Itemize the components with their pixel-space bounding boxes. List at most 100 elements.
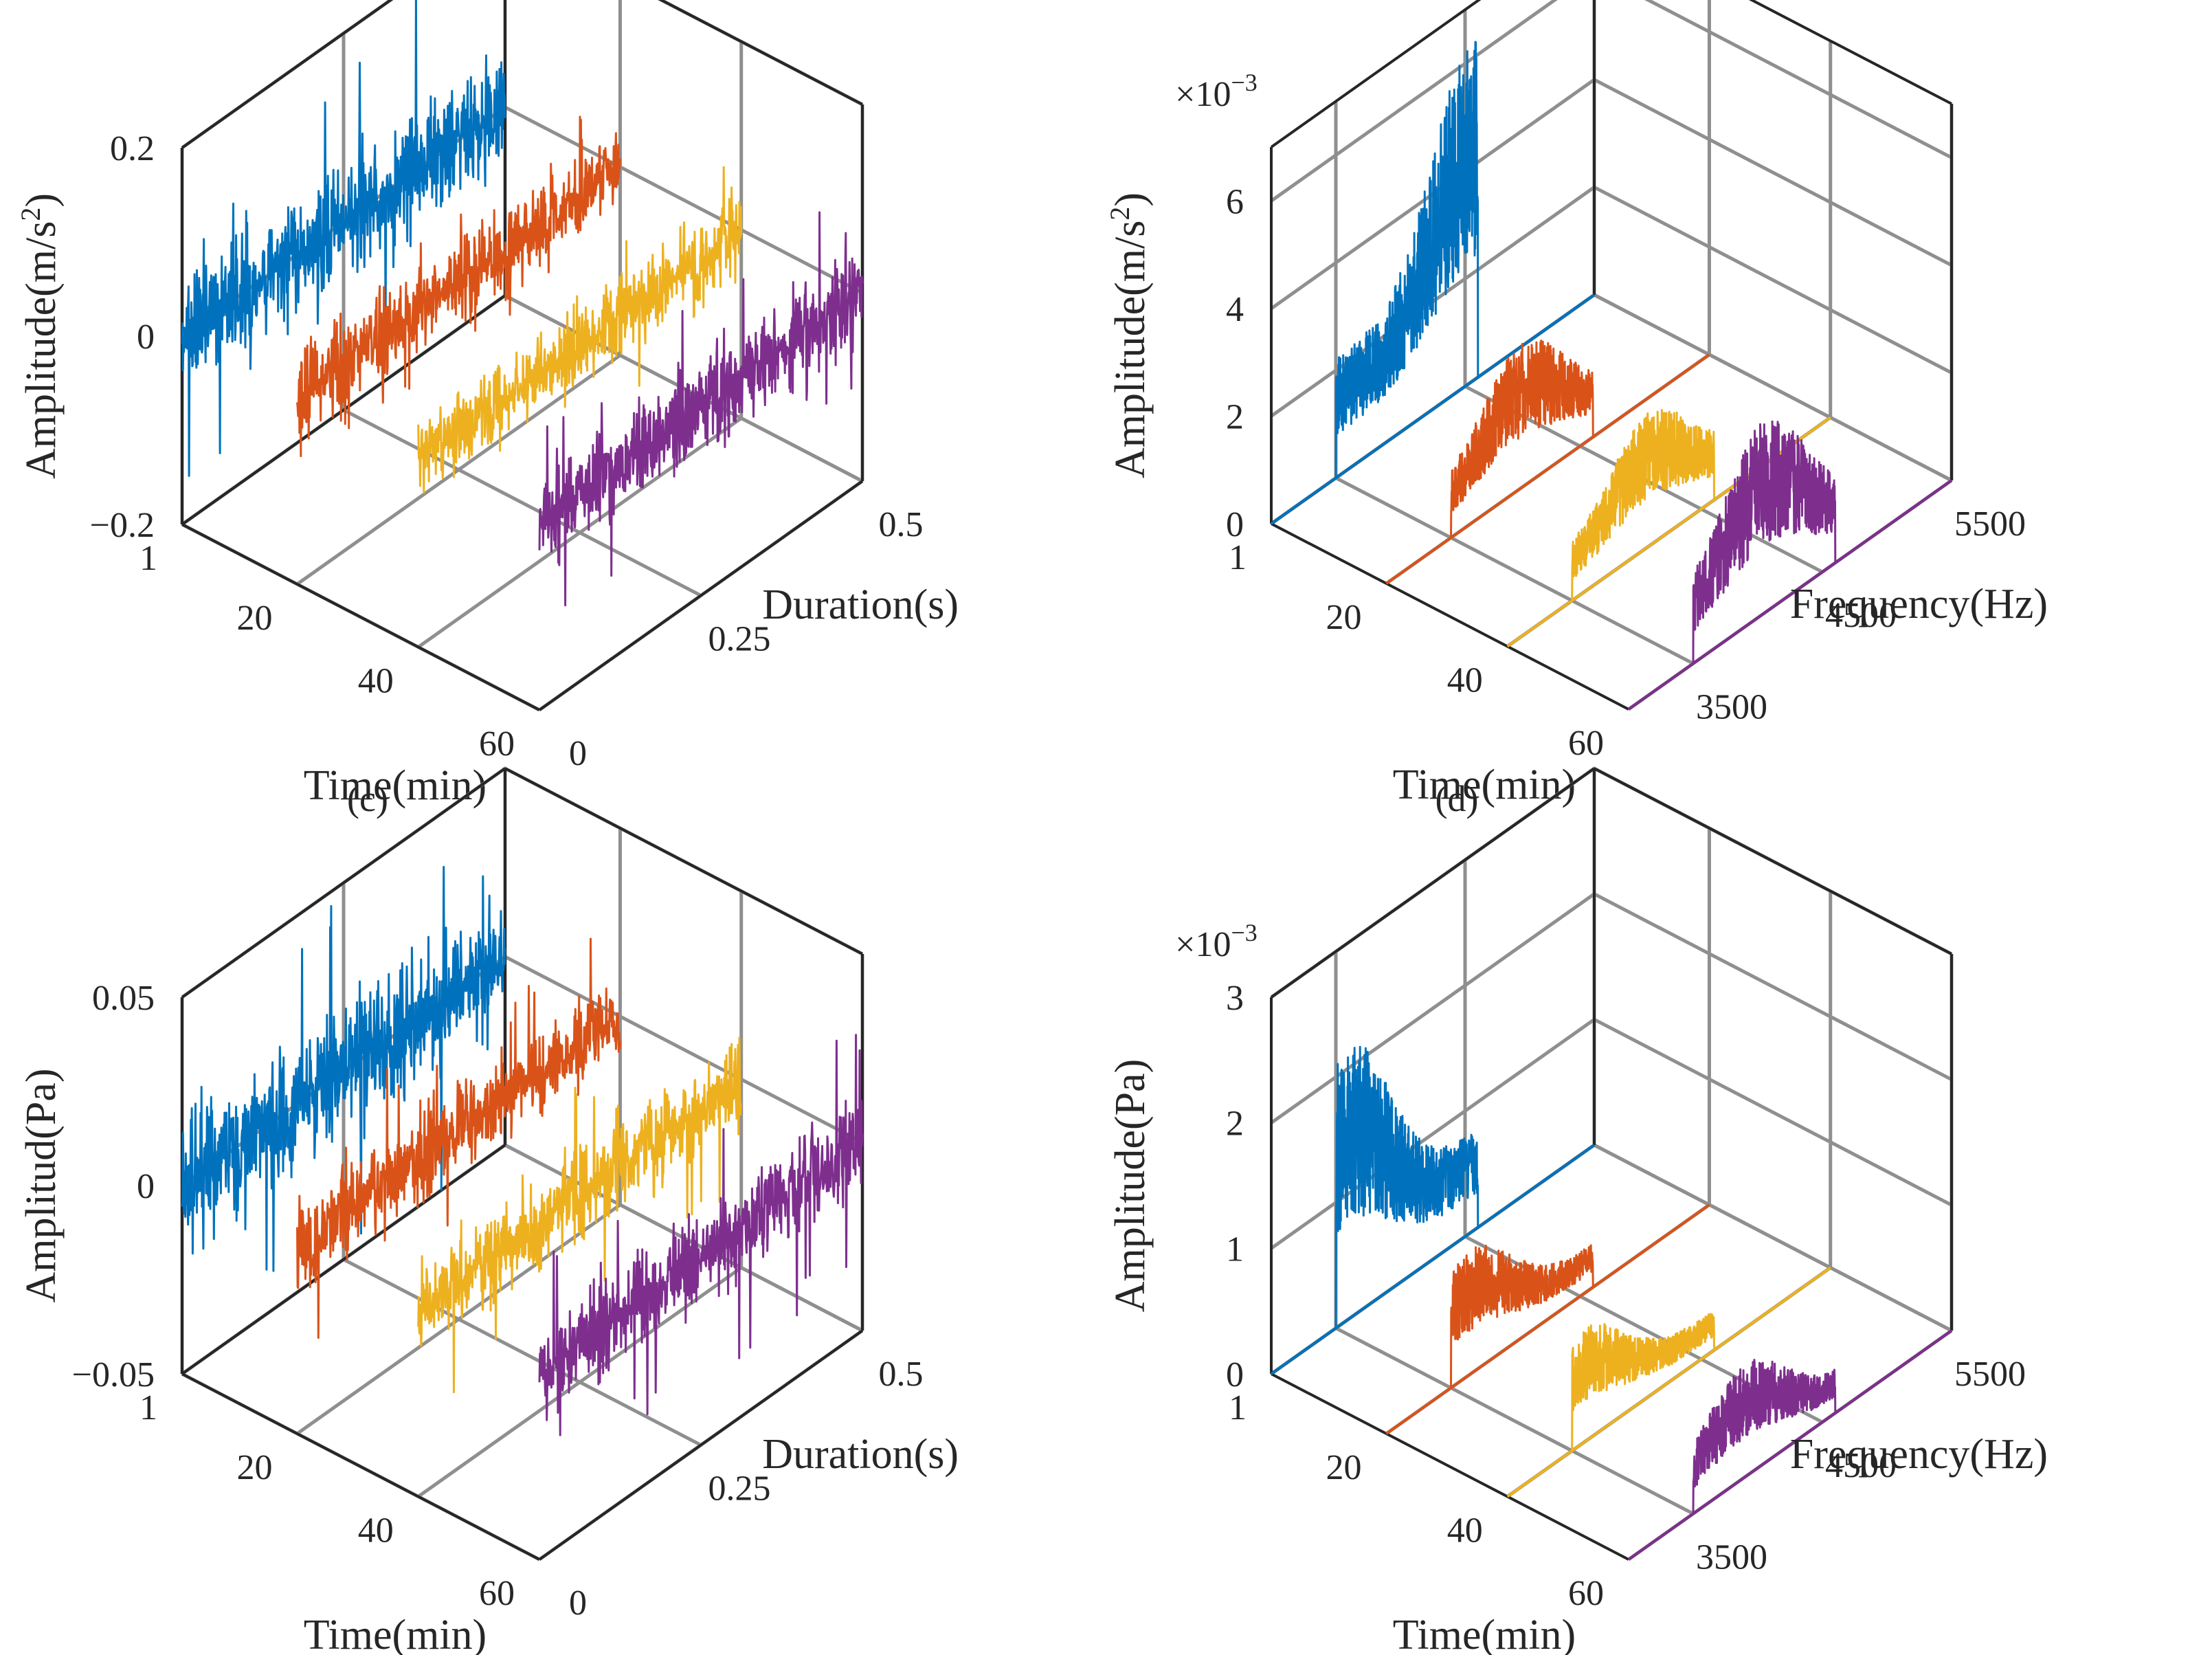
tick-labels: −0.2 0 0.2 1 20 40 60 0 0.25 0.5 [90, 129, 924, 773]
grid-z-level [1270, 0, 1953, 203]
grid-floor-x [342, 408, 702, 597]
grid-floor-x [342, 1258, 702, 1447]
time-tick-label: 20 [236, 599, 272, 638]
z-axis-label-main: Amplitude(Pa) [1107, 1059, 1154, 1313]
z-axis-label-superscript: 2 [1104, 207, 1135, 221]
z-tick-label: 4 [1226, 290, 1244, 329]
x-tick-label: 0 [569, 1584, 587, 1623]
z-axis-label: Amplitude(m/s2) [15, 193, 65, 479]
time-tick-label: 60 [1568, 724, 1604, 763]
z-tick-label: 1 [1226, 1230, 1244, 1269]
time-tick-label: 1 [139, 539, 157, 578]
axis-edge [538, 1329, 864, 1561]
z-axis-label-superscript: 2 [15, 208, 46, 221]
series-line-40min [417, 1036, 742, 1394]
z-tick-label: 6 [1226, 182, 1244, 221]
time-tick-label: 60 [479, 724, 515, 764]
x-tick-label: 0.25 [708, 1469, 771, 1509]
x-axis-label: Frequency(Hz) [1790, 1431, 2048, 1478]
axis-edge [1270, 767, 1596, 999]
series-line-60min [538, 1034, 864, 1436]
z-tick-label: 2 [1226, 397, 1244, 436]
x-axis-label: Duration(s) [762, 581, 959, 628]
axis-edge [1271, 522, 1629, 711]
axis-edge [1748, 0, 1952, 105]
z-axis-label-main: Amplitud(Pa) [18, 1069, 65, 1303]
series-baseline [1270, 293, 1596, 525]
time-tick-label: 1 [139, 1388, 157, 1428]
axis-edge [1594, 767, 1952, 955]
time-tick-label: 40 [358, 1511, 394, 1550]
axis-edge [1271, 1373, 1629, 1561]
z-axis-label: Amplitud(Pa) [18, 1069, 65, 1303]
panel-tag: (d) [1435, 778, 1479, 819]
axis-edge [181, 1373, 540, 1561]
grid-z-level [1270, 766, 1953, 999]
x-axis-label: Duration(s) [762, 1431, 959, 1478]
axis-edge [181, 523, 540, 711]
grid-floor-x [1334, 1326, 1695, 1515]
grid-z-level [181, 293, 864, 526]
time-axis-label: Time(min) [1393, 762, 1576, 808]
series-baseline [1270, 1144, 1596, 1375]
grid-z-level [181, 766, 864, 999]
series-line-40min [1571, 409, 1715, 601]
x-tick-label: 5500 [1954, 504, 2026, 544]
series-line-1min [1334, 41, 1479, 478]
x-tick-label: 0.5 [879, 1355, 924, 1394]
z-axis-label-main: Amplitude(m/s [18, 221, 65, 479]
panel-c: −0.05 0 0.05 1 20 40 60 0 0.25 0.5 Amplitud(Pa) Tim… [18, 766, 959, 1655]
z-axis-label-end: ) [1107, 192, 1154, 207]
z-tick-label: 0 [1226, 505, 1244, 544]
axis-edge [181, 767, 506, 999]
axis-edge [504, 767, 863, 955]
time-tick-label: 60 [1568, 1574, 1604, 1613]
x-tick-label: 5500 [1954, 1355, 2026, 1394]
z-tick-label: 0.2 [110, 129, 155, 168]
x-tick-label: 3500 [1696, 687, 1767, 726]
series-line-1min [1334, 1045, 1479, 1329]
z-axis-label-main: Amplitude(m/s [1107, 221, 1154, 478]
panel-d: 01231204060350045005500Amplitude(Pa)Time… [1107, 766, 2048, 1655]
grid-floor-x [1593, 1143, 1953, 1333]
z-tick-label: 0 [137, 318, 155, 357]
series-line-60min [1692, 420, 1837, 664]
z-axis-label: Amplitude(Pa) [1107, 1059, 1154, 1313]
panel-tag: (c) [347, 778, 388, 819]
time-tick-label: 40 [1447, 660, 1483, 700]
x-tick-label: 4500 [1825, 1446, 1897, 1485]
series-line-1min [181, 0, 506, 477]
grid-floor-x [1593, 293, 1953, 482]
z-tick-label: −0.05 [72, 1355, 155, 1395]
z-tick-label: 3 [1226, 979, 1244, 1018]
x-tick-label: 0.25 [708, 620, 771, 659]
z-tick-label: 0.05 [92, 979, 155, 1018]
exponent-base: ×10 [1175, 925, 1231, 964]
x-tick-label: 3500 [1696, 1537, 1767, 1577]
series-line-60min [538, 211, 864, 607]
series-line-20min [296, 115, 621, 458]
time-tick-label: 1 [1229, 1388, 1247, 1428]
exponent-power: −3 [1231, 919, 1258, 946]
tick-labels: 0 2 4 6 1 20 40 60 3500 4500 5500 [1226, 182, 2026, 763]
axis-edge [658, 0, 863, 106]
time-tick-label: 20 [1326, 1448, 1361, 1487]
series-line-60min [1692, 1359, 1837, 1514]
x-tick-label: 0.5 [879, 505, 924, 544]
series-baseline [1506, 1266, 1831, 1498]
time-tick-label: 20 [236, 1448, 272, 1487]
time-axis-label: Time(min) [1393, 1612, 1576, 1655]
axis-edge [181, 1144, 506, 1375]
grid-floor-x [1334, 476, 1695, 665]
series-line-20min [296, 937, 621, 1339]
z-tick-label: 0 [1226, 1355, 1244, 1395]
series-line-20min [1450, 340, 1594, 538]
z-axis-label-end: ) [18, 193, 65, 208]
series-line-40min [1571, 1313, 1715, 1451]
exponent-base: ×10 [1175, 75, 1231, 114]
series-line-20min [1450, 1244, 1594, 1388]
series-baseline [1385, 353, 1710, 585]
time-tick-label: 20 [1326, 598, 1361, 637]
time-tick-label: 40 [358, 661, 394, 700]
